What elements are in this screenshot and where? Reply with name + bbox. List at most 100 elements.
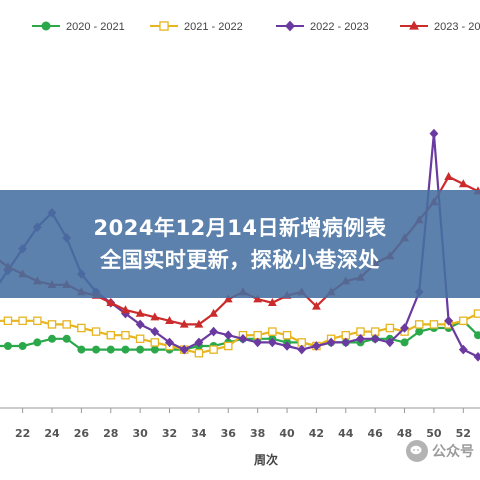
- headline-banner: 2024年12月14日新增病例表 全国实时更新，探秘小巷深处: [0, 190, 480, 298]
- series-3-point-22: [312, 301, 321, 310]
- series-2-point-30: [429, 128, 439, 139]
- series-0-point-33: [474, 331, 480, 340]
- series-0-point-6: [77, 345, 86, 354]
- series-1-point-20: [282, 330, 292, 340]
- legend-marker-0: [41, 21, 51, 31]
- x-tick-label-11: 44: [338, 427, 354, 440]
- series-3-point-14: [194, 319, 204, 328]
- x-tick-label-3: 28: [103, 427, 118, 440]
- series-1-point-30: [429, 320, 439, 329]
- series-2-point-24: [341, 337, 351, 348]
- x-tick-label-14: 50: [426, 427, 442, 440]
- series-2-point-31: [444, 316, 454, 326]
- legend-marker-3: [409, 20, 419, 30]
- series-1-point-4: [47, 320, 57, 329]
- series-1-point-9: [121, 330, 130, 340]
- x-tick-label-4: 30: [132, 427, 148, 440]
- series-3-point-18: [253, 294, 263, 303]
- series-2-point-23: [326, 337, 336, 348]
- series-3-point-12: [165, 316, 174, 324]
- legend-item-0: 2020 - 2021: [32, 21, 125, 33]
- series-2-point-20: [282, 341, 292, 351]
- series-2-point-10: [135, 319, 145, 330]
- series-1-point-8: [106, 330, 116, 340]
- headline-line-2: 全国实时更新，探秘小巷深处: [100, 248, 380, 272]
- series-1-point-32: [459, 316, 468, 326]
- series-1-point-15: [209, 345, 218, 354]
- series-1-point-27: [385, 323, 395, 333]
- series-0-point-10: [136, 345, 145, 354]
- series-2-point-15: [209, 326, 218, 337]
- legend-label-2: 2022 - 2023: [310, 21, 369, 33]
- legend-label-1: 2021 - 2022: [184, 21, 243, 33]
- series-0-point-4: [48, 334, 57, 343]
- series-2-point-27: [385, 337, 395, 348]
- series-1-point-1: [3, 316, 13, 326]
- series-0-point-3: [33, 338, 42, 347]
- series-2-point-13: [179, 344, 189, 355]
- wechat-bubble-icon: [406, 440, 428, 462]
- x-axis-label: 周次: [254, 452, 278, 467]
- series-3-point-31: [444, 172, 454, 180]
- legend-marker-2: [285, 20, 295, 32]
- series-2-point-33: [473, 352, 480, 362]
- x-tick-label-1: 24: [44, 427, 60, 440]
- series-2-point-9: [121, 308, 130, 319]
- chart-legend: 2020 - 2021 2021 - 2022 2022 - 2023 2023 - …: [32, 20, 480, 33]
- series-line-1: [0, 312, 479, 355]
- series-2-point-25: [356, 334, 365, 344]
- series-2-point-16: [223, 330, 233, 340]
- series-1-point-10: [135, 334, 145, 344]
- series-0-point-9: [121, 345, 130, 354]
- x-tick-label-15: 52: [456, 427, 471, 440]
- series-2-point-14: [194, 337, 204, 348]
- legend-item-2: 2022 - 2023: [276, 20, 369, 33]
- series-1-point-16: [224, 341, 233, 351]
- series-2-point-12: [165, 337, 174, 348]
- series-3-point-32: [458, 179, 468, 188]
- legend-item-1: 2021 - 2022: [150, 21, 243, 33]
- series-2-point-19: [267, 337, 277, 348]
- series-1-point-2: [18, 316, 27, 326]
- series-1-point-19: [268, 327, 277, 336]
- series-1-point-11: [150, 338, 160, 347]
- series-2-point-11: [150, 326, 160, 337]
- series-2-point-26: [370, 334, 380, 344]
- x-tick-label-5: 32: [162, 427, 177, 440]
- x-tick-label-12: 46: [368, 427, 384, 440]
- series-3-point-10: [135, 308, 145, 317]
- x-axis: 22 24 26 28 30 32 34 36 38 40 42 44 46 48 50 52: [0, 407, 480, 440]
- headline-line-1: 2024年12月14日新增病例表: [93, 216, 387, 240]
- series-0-point-5: [62, 334, 71, 343]
- series-2-point-32: [458, 344, 468, 355]
- legend-label-3: 2023 - 2024: [434, 21, 480, 33]
- series-1-point-6: [77, 323, 86, 333]
- x-tick-label-0: 22: [15, 427, 30, 440]
- series-3-point-13: [179, 319, 189, 328]
- series-2-point-17: [238, 334, 248, 344]
- series-0-point-2: [18, 342, 27, 350]
- legend-marker-1: [159, 21, 169, 31]
- series-2-point-28: [400, 323, 409, 333]
- series-3-point-16: [223, 294, 233, 303]
- series-0-point-8: [106, 345, 115, 354]
- series-3-point-11: [150, 312, 160, 321]
- x-tick-label-6: 34: [191, 427, 207, 440]
- series-3-point-8: [106, 298, 116, 306]
- series-1-point-3: [33, 316, 42, 326]
- series-1-point-33: [473, 309, 480, 318]
- series-0-point-1: [3, 342, 12, 350]
- series-2-point-21: [297, 344, 307, 355]
- series-0-point-7: [92, 345, 101, 354]
- x-tick-label-2: 26: [74, 427, 90, 440]
- x-tick-label-7: 36: [221, 427, 237, 440]
- watermark-text: 公众号: [432, 444, 474, 460]
- series-2-point-22: [312, 341, 321, 351]
- series-3-point-9: [121, 305, 130, 314]
- series-3-point-15: [209, 308, 218, 317]
- series-0-point-11: [150, 345, 159, 354]
- x-tick-label-8: 38: [250, 427, 265, 440]
- series-0-point-28: [400, 338, 409, 347]
- series-1-point-14: [194, 348, 204, 358]
- series-1-point-29: [414, 320, 424, 329]
